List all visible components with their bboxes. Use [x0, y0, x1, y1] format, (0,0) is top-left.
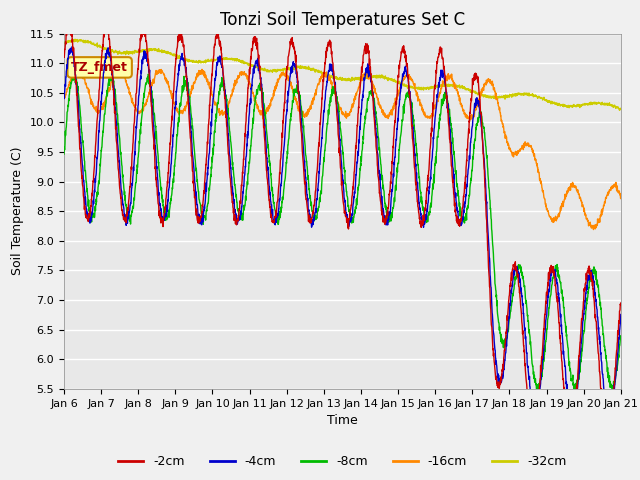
X-axis label: Time: Time [327, 414, 358, 427]
Text: TZ_fmet: TZ_fmet [71, 61, 128, 74]
Legend: -2cm, -4cm, -8cm, -16cm, -32cm: -2cm, -4cm, -8cm, -16cm, -32cm [113, 450, 572, 473]
Y-axis label: Soil Temperature (C): Soil Temperature (C) [11, 147, 24, 276]
Title: Tonzi Soil Temperatures Set C: Tonzi Soil Temperatures Set C [220, 11, 465, 29]
